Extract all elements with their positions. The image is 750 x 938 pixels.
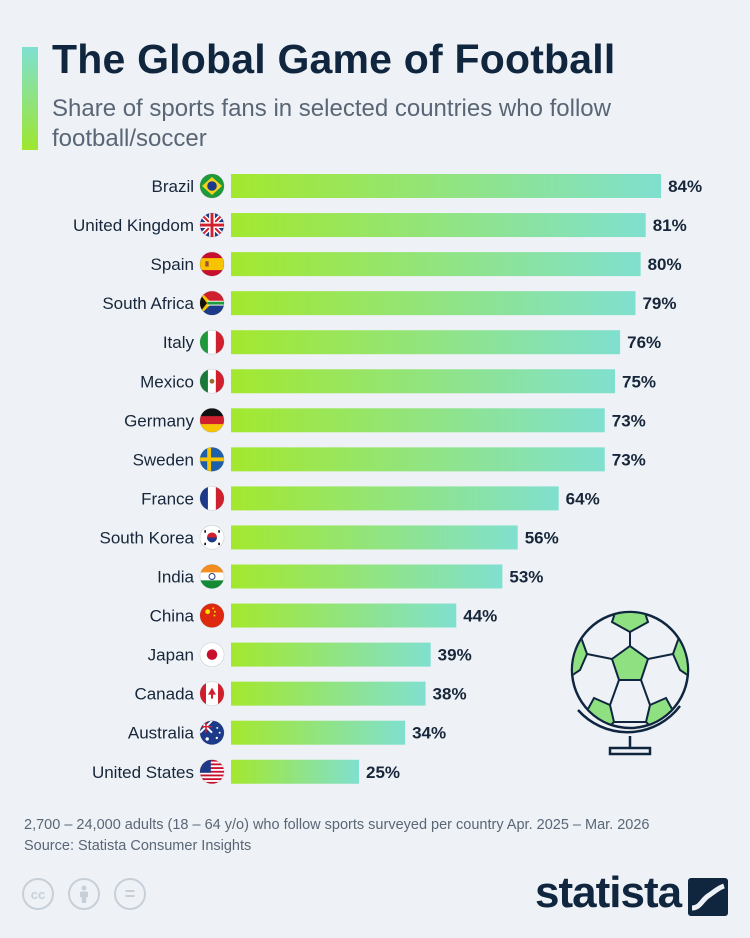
title-accent-bar [22, 47, 38, 150]
bar [231, 330, 621, 355]
value-label: 34% [412, 724, 446, 743]
france-flag-icon [199, 485, 225, 511]
bar [231, 603, 457, 628]
value-label: 75% [622, 372, 656, 391]
value-label: 56% [525, 528, 559, 547]
category-label: China [150, 607, 195, 626]
person-icon [80, 885, 88, 903]
value-label: 25% [366, 763, 400, 782]
bar [231, 291, 636, 316]
australia-flag-icon [199, 720, 225, 746]
value-label: 73% [612, 450, 646, 469]
value-label: 81% [653, 216, 687, 235]
value-label: 76% [627, 333, 661, 352]
category-label: South Korea [99, 528, 194, 547]
value-label: 44% [463, 607, 497, 626]
sweden-flag-icon [199, 446, 225, 472]
by-icon[interactable] [68, 878, 100, 910]
statista-logo-icon[interactable] [688, 878, 728, 916]
category-label: United States [92, 763, 194, 782]
value-label: 53% [509, 568, 543, 587]
japan-flag-icon [199, 642, 225, 667]
bar [231, 486, 559, 511]
spain-flag-icon [199, 251, 225, 277]
category-label: Italy [163, 333, 195, 352]
method-note: 2,700 – 24,000 adults (18 – 64 y/o) who … [24, 817, 650, 833]
category-label: France [141, 489, 194, 508]
value-label: 79% [642, 294, 676, 313]
italy-flag-icon [199, 329, 225, 355]
bar [231, 642, 431, 667]
cc-icon[interactable]: cc [22, 878, 54, 910]
value-label: 38% [433, 685, 467, 704]
bar [231, 447, 605, 472]
china-flag-icon [199, 603, 225, 628]
bar [231, 252, 641, 277]
bar [231, 408, 605, 433]
category-label: Spain [151, 255, 194, 274]
football-globe-icon [570, 610, 690, 756]
category-label: United Kingdom [73, 216, 194, 235]
value-label: 39% [438, 646, 472, 665]
bar [231, 174, 662, 198]
bar [231, 759, 359, 784]
bar [231, 681, 426, 706]
india-flag-icon [199, 564, 225, 589]
survey-note: 2,700 – 24,000 adults (18 – 64 y/o) who … [24, 815, 650, 857]
nd-icon[interactable]: = [114, 878, 146, 910]
statista-logo-text[interactable]: statista [535, 868, 682, 917]
canada-flag-icon [199, 681, 225, 707]
category-label: Australia [128, 724, 195, 743]
usa-flag-icon [199, 759, 225, 785]
brazil-flag-icon [199, 173, 225, 199]
category-label: Brazil [151, 177, 194, 196]
bar [231, 213, 646, 238]
mexico-flag-icon [199, 368, 225, 394]
germany-flag-icon [199, 407, 225, 433]
bar [231, 369, 615, 394]
category-label: Sweden [133, 450, 194, 469]
bar [231, 525, 518, 550]
category-label: India [157, 568, 194, 587]
page-subtitle: Share of sports fans in selected countri… [52, 95, 611, 152]
bar-chart: Brazil 84% United Kingdom 81% Spain 80% South … [73, 173, 702, 785]
bar [231, 564, 503, 589]
category-label: Mexico [140, 372, 194, 391]
category-label: South Africa [102, 294, 194, 313]
category-label: Canada [134, 685, 194, 704]
value-label: 73% [612, 411, 646, 430]
value-label: 64% [566, 489, 600, 508]
value-label: 80% [648, 255, 682, 274]
page-title: The Global Game of Football [52, 36, 616, 82]
south-africa-flag-icon [199, 290, 225, 316]
category-label: Germany [124, 411, 194, 430]
value-label: 84% [668, 177, 702, 196]
south-korea-flag-icon [199, 525, 225, 550]
category-label: Japan [148, 646, 194, 665]
bar [231, 720, 406, 745]
source-note: Source: Statista Consumer Insights [24, 838, 252, 854]
uk-flag-icon [199, 212, 225, 238]
